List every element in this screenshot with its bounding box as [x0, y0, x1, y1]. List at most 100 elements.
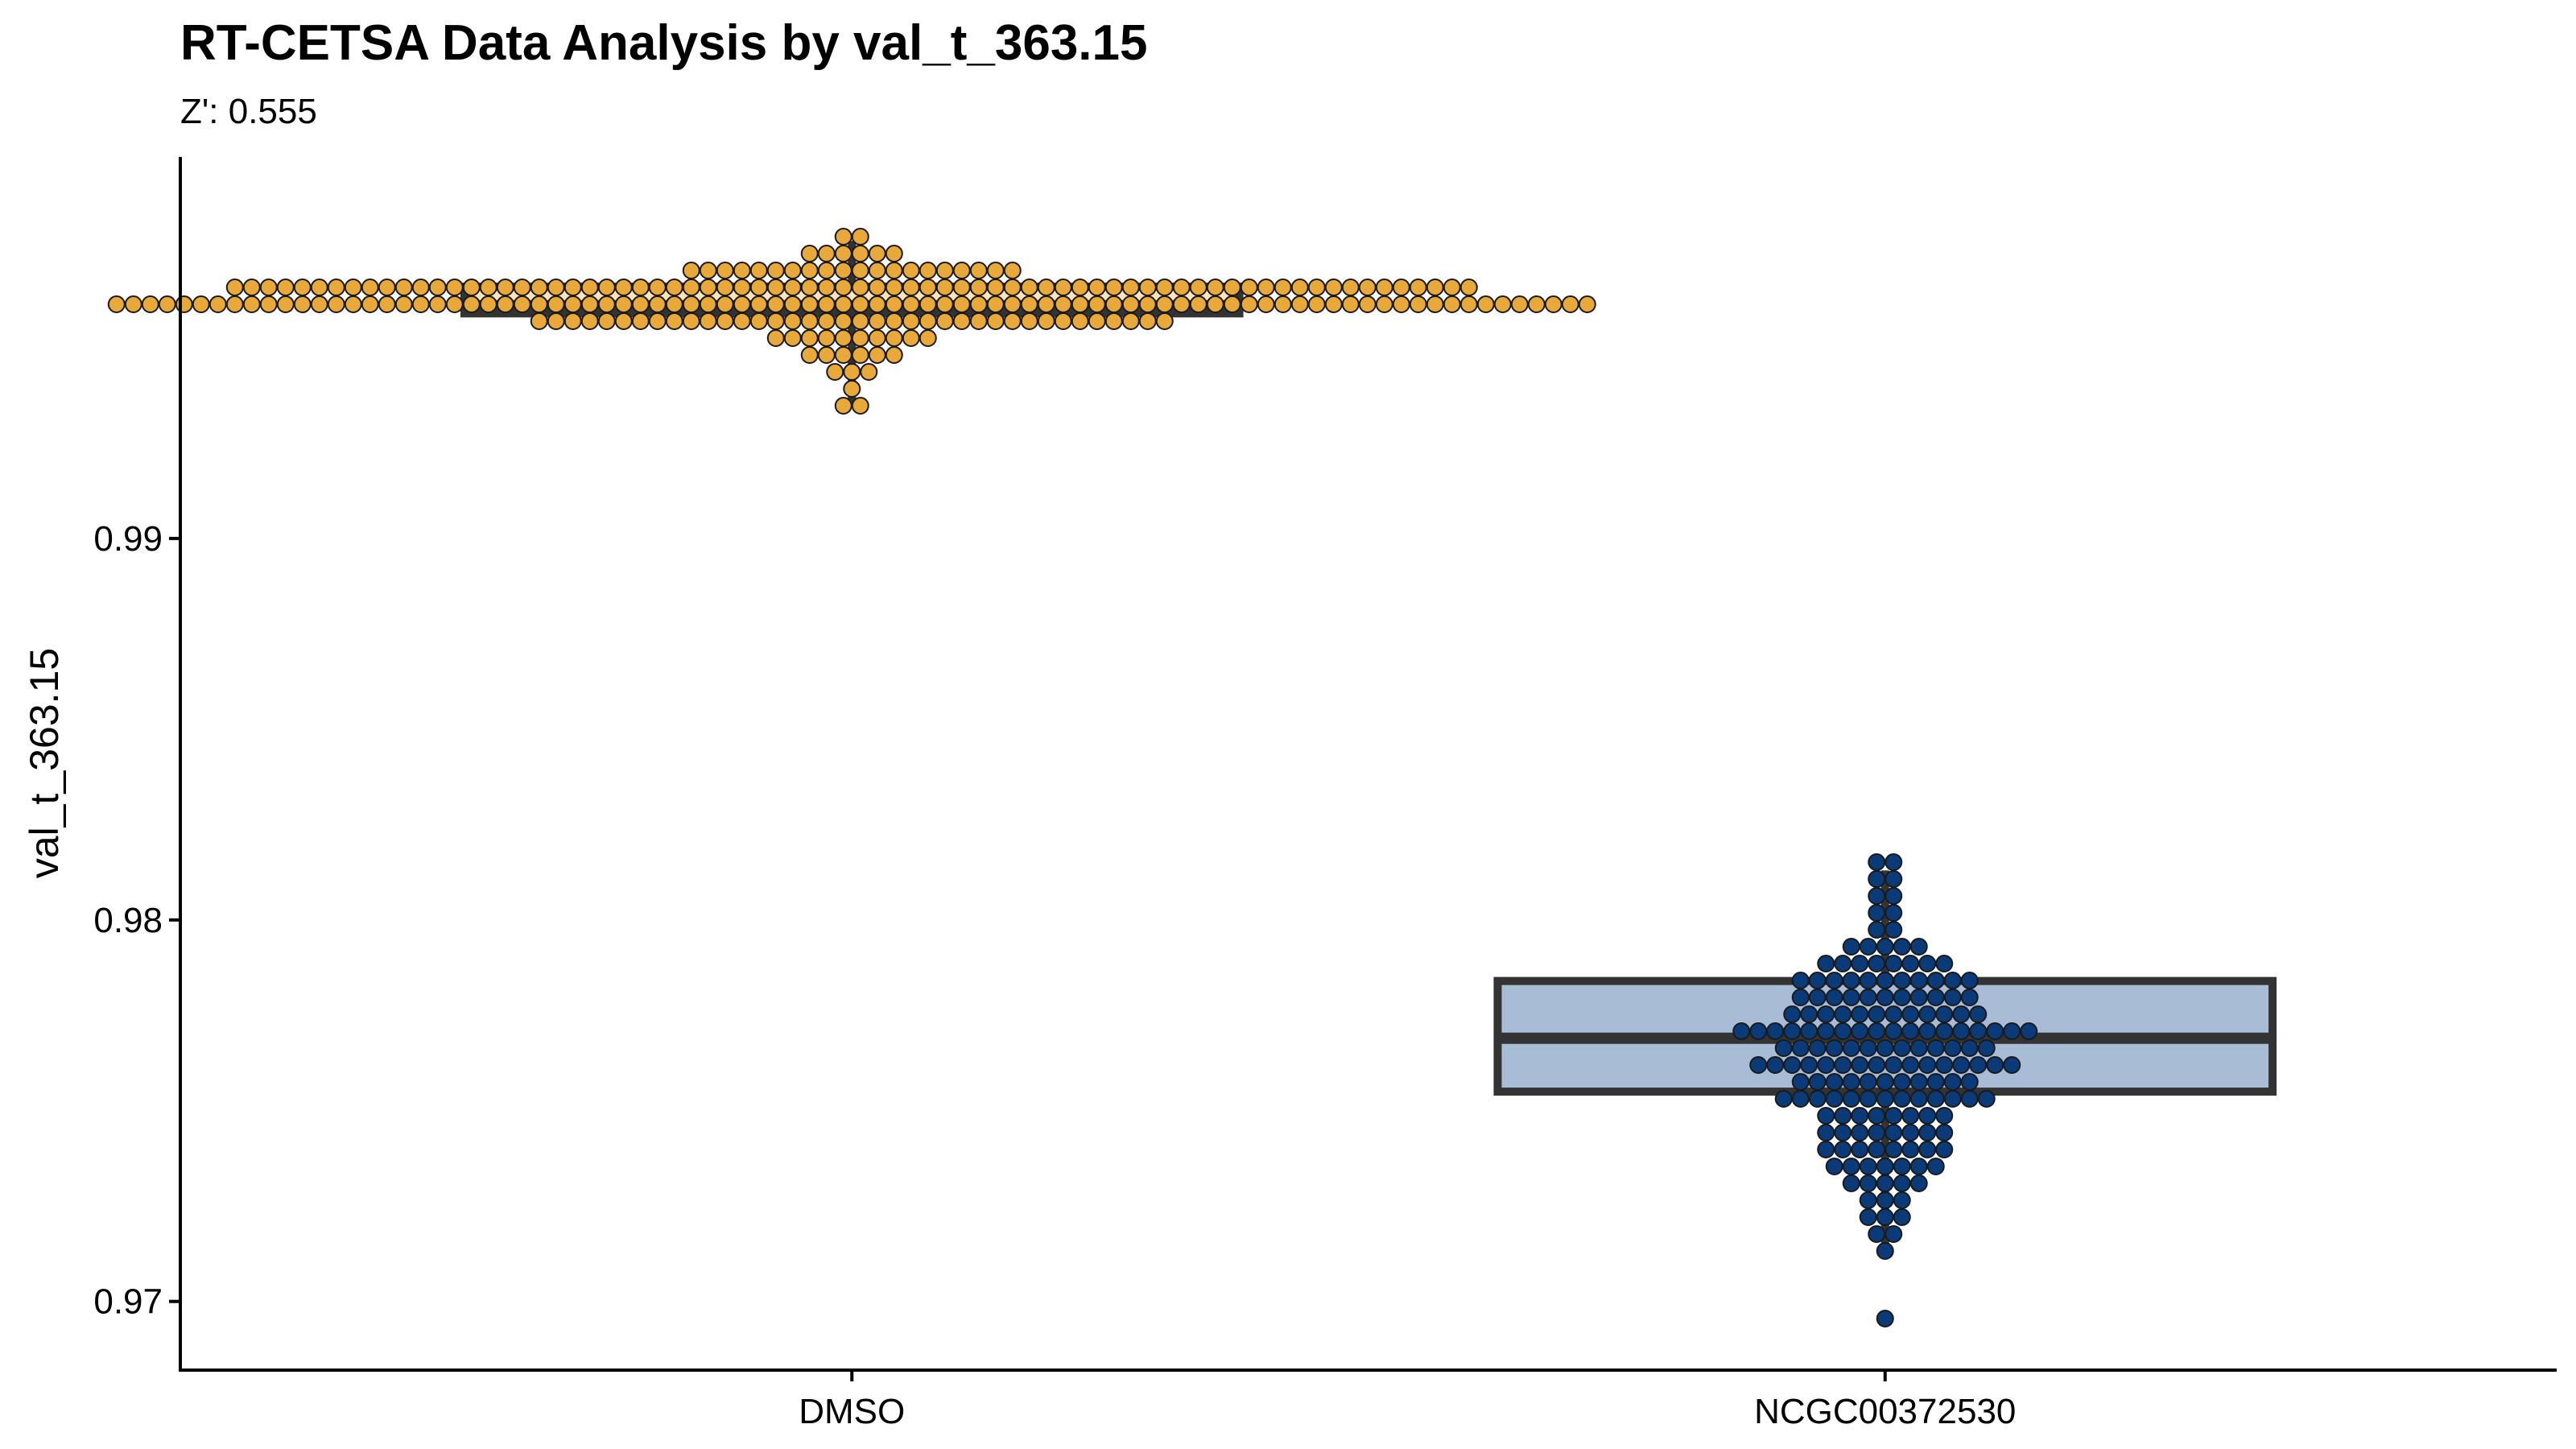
data-point-ncgc00372530: [1909, 989, 1928, 1006]
data-point-dmso: [1054, 312, 1072, 330]
data-point-dmso: [986, 262, 1005, 279]
data-point-dmso: [885, 329, 903, 347]
data-point-ncgc00372530: [1918, 1022, 1937, 1040]
data-point-ncgc00372530: [1851, 1124, 1869, 1141]
data-point-ncgc00372530: [1808, 1039, 1827, 1057]
data-point-dmso: [885, 279, 903, 296]
data-point-ncgc00372530: [1909, 1090, 1928, 1108]
data-point-dmso: [614, 279, 633, 296]
data-point-dmso: [749, 262, 768, 279]
data-point-dmso: [1274, 279, 1292, 296]
data-point-ncgc00372530: [1817, 1022, 1835, 1040]
y-tick-label: 0.98: [93, 901, 163, 940]
data-point-dmso: [783, 312, 802, 330]
data-point-dmso: [394, 295, 413, 313]
data-point-dmso: [834, 312, 852, 330]
data-point-dmso: [394, 279, 413, 296]
data-point-ncgc00372530: [1893, 1208, 1911, 1226]
data-point-dmso: [969, 312, 988, 330]
data-point-ncgc00372530: [1876, 1073, 1894, 1091]
data-point-dmso: [1121, 295, 1140, 313]
data-point-ncgc00372530: [1868, 904, 1886, 922]
data-point-dmso: [834, 262, 852, 279]
data-point-ncgc00372530: [1960, 989, 1979, 1006]
data-point-dmso: [631, 279, 650, 296]
data-point-dmso: [276, 279, 295, 296]
data-point-ncgc00372530: [1868, 921, 1886, 939]
data-point-ncgc00372530: [1909, 1073, 1928, 1091]
data-point-dmso: [817, 262, 836, 279]
data-point-dmso: [834, 295, 852, 313]
y-tick-label: 0.97: [93, 1282, 163, 1322]
data-point-ncgc00372530: [1825, 1158, 1843, 1175]
data-point-dmso: [1257, 279, 1275, 296]
data-point-dmso: [919, 279, 937, 296]
data-point-ncgc00372530: [1876, 989, 1894, 1006]
data-point-ncgc00372530: [1876, 1310, 1894, 1327]
data-point-ncgc00372530: [1834, 1005, 1852, 1023]
data-point-dmso: [530, 295, 548, 313]
data-point-ncgc00372530: [1859, 1073, 1877, 1091]
data-point-dmso: [175, 295, 193, 313]
data-point-dmso: [1155, 279, 1174, 296]
data-point-dmso: [1510, 295, 1529, 313]
data-point-ncgc00372530: [1909, 972, 1928, 989]
data-point-dmso: [665, 312, 683, 330]
data-point-ncgc00372530: [1943, 989, 1962, 1006]
data-point-dmso: [1138, 295, 1157, 313]
data-point-ncgc00372530: [1935, 1124, 1954, 1141]
data-point-ncgc00372530: [1876, 1090, 1894, 1108]
data-point-dmso: [361, 295, 379, 313]
data-point-dmso: [902, 279, 920, 296]
data-point-ncgc00372530: [1817, 955, 1835, 972]
data-point-ncgc00372530: [1791, 972, 1810, 989]
data-point-ncgc00372530: [1842, 972, 1860, 989]
data-point-dmso: [1527, 295, 1546, 313]
data-point-dmso: [648, 279, 667, 296]
data-point-dmso: [1290, 279, 1309, 296]
data-point-ncgc00372530: [1943, 1090, 1962, 1108]
data-point-ncgc00372530: [1918, 1141, 1937, 1158]
data-point-dmso: [800, 279, 819, 296]
data-point-ncgc00372530: [1926, 1039, 1945, 1057]
data-point-ncgc00372530: [1876, 1208, 1894, 1226]
data-point-dmso: [817, 312, 836, 330]
data-point-ncgc00372530: [1783, 1005, 1802, 1023]
data-point-dmso: [547, 295, 565, 313]
data-point-dmso: [817, 279, 836, 296]
data-point-ncgc00372530: [1774, 1090, 1793, 1108]
data-point-ncgc00372530: [1885, 1107, 1903, 1125]
data-point-dmso: [733, 262, 751, 279]
data-point-ncgc00372530: [1859, 972, 1877, 989]
data-point-dmso: [496, 295, 514, 313]
data-point-ncgc00372530: [1885, 1225, 1903, 1243]
data-point-ncgc00372530: [1901, 1107, 1920, 1125]
data-point-dmso: [868, 245, 886, 262]
data-point-ncgc00372530: [1808, 1090, 1827, 1108]
data-point-ncgc00372530: [1901, 1056, 1920, 1074]
data-point-dmso: [259, 295, 278, 313]
data-point-dmso: [242, 279, 261, 296]
data-point-ncgc00372530: [1893, 1039, 1911, 1057]
data-point-ncgc00372530: [1842, 989, 1860, 1006]
data-point-dmso: [1561, 295, 1579, 313]
data-point-dmso: [1088, 279, 1106, 296]
data-point-dmso: [428, 279, 447, 296]
data-point-dmso: [1121, 279, 1140, 296]
data-point-dmso: [1071, 312, 1089, 330]
data-point-dmso: [1037, 279, 1055, 296]
data-point-dmso: [800, 312, 819, 330]
data-point-dmso: [1155, 295, 1174, 313]
data-point-ncgc00372530: [1960, 1090, 1979, 1108]
data-point-ncgc00372530: [1885, 955, 1903, 972]
data-point-dmso: [1104, 312, 1123, 330]
data-point-dmso: [564, 295, 582, 313]
data-point-dmso: [902, 329, 920, 347]
data-point-dmso: [834, 245, 852, 262]
data-point-ncgc00372530: [1918, 1005, 1937, 1023]
data-point-dmso: [716, 279, 734, 296]
data-point-ncgc00372530: [1885, 887, 1903, 905]
data-point-dmso: [851, 245, 869, 262]
data-point-ncgc00372530: [1868, 1056, 1886, 1074]
data-point-dmso: [530, 279, 548, 296]
